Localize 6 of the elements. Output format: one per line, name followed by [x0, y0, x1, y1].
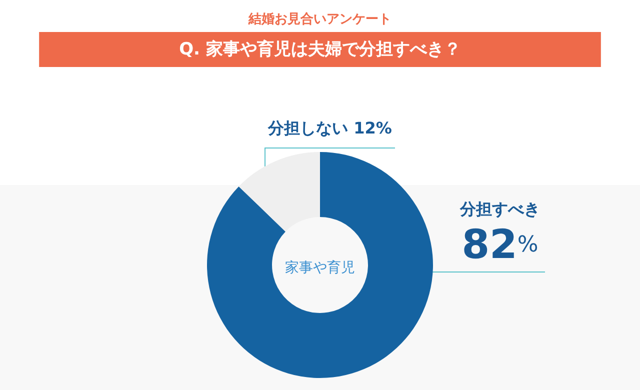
data-label: 82% — [462, 222, 538, 268]
slice-label: 分担しない 12% — [267, 118, 392, 138]
chart-subtitle: Q. 家事や育児は夫婦で分担すべき？ — [179, 38, 461, 60]
chart-title: 結婚お見合いアンケート — [248, 11, 392, 27]
slice-label: 分担すべき — [459, 200, 540, 218]
text: 家事や育児 — [285, 259, 355, 276]
